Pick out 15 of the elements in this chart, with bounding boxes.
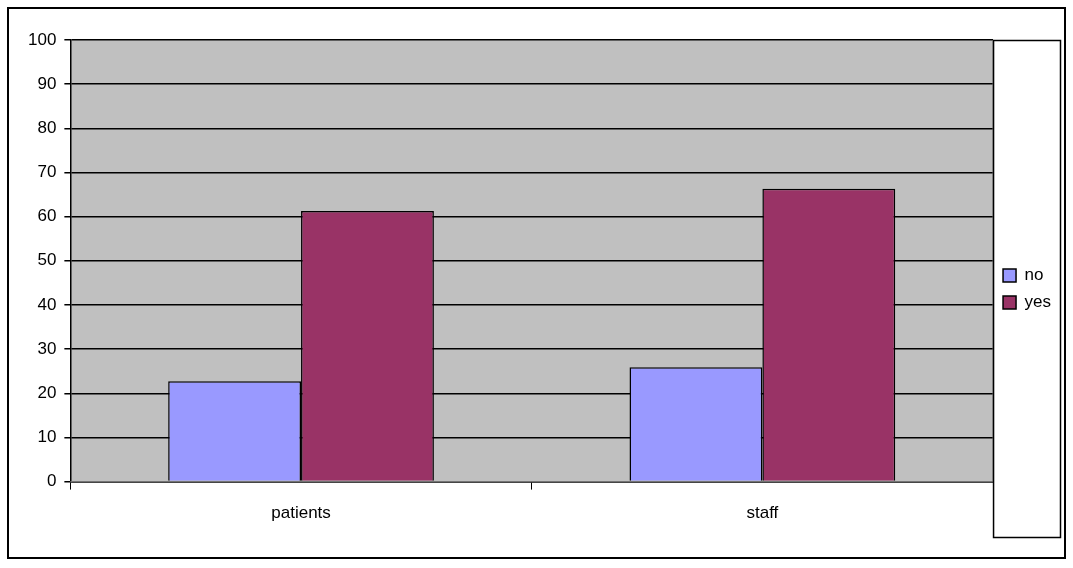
legend-label: yes xyxy=(1024,292,1052,312)
x-tick-label: staff xyxy=(746,503,779,523)
y-tick-label: 50 xyxy=(37,250,57,270)
y-tick-label: 90 xyxy=(37,73,57,93)
y-tick-label: 100 xyxy=(27,29,57,49)
y-tick-label: 30 xyxy=(37,338,57,358)
y-tick-label: 10 xyxy=(37,427,57,447)
legend-label: no xyxy=(1024,265,1044,285)
x-tick-label: patients xyxy=(271,503,331,523)
y-tick-label: 40 xyxy=(37,294,57,314)
y-tick-label: 80 xyxy=(37,118,57,138)
y-tick-label: 60 xyxy=(37,206,57,226)
y-tick-label: 70 xyxy=(37,162,57,182)
y-tick-label: 0 xyxy=(46,471,57,491)
y-tick-label: 20 xyxy=(37,382,57,402)
